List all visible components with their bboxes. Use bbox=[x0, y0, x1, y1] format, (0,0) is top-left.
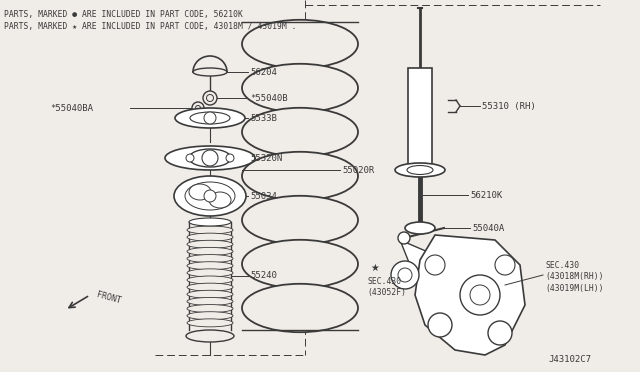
Ellipse shape bbox=[185, 182, 235, 210]
Text: 55240: 55240 bbox=[250, 272, 277, 280]
Ellipse shape bbox=[165, 146, 255, 170]
Ellipse shape bbox=[242, 240, 358, 288]
Circle shape bbox=[226, 154, 234, 162]
Ellipse shape bbox=[186, 330, 234, 342]
Ellipse shape bbox=[189, 218, 231, 226]
Text: PARTS, MARKED ★ ARE INCLUDED IN PART CODE, 43018M / 43019M .: PARTS, MARKED ★ ARE INCLUDED IN PART COD… bbox=[4, 22, 296, 31]
Ellipse shape bbox=[187, 319, 233, 327]
Circle shape bbox=[202, 150, 218, 166]
Ellipse shape bbox=[187, 262, 233, 270]
Ellipse shape bbox=[242, 284, 358, 332]
Circle shape bbox=[204, 112, 216, 124]
Ellipse shape bbox=[189, 149, 231, 167]
Ellipse shape bbox=[187, 276, 233, 284]
Ellipse shape bbox=[187, 312, 233, 320]
Circle shape bbox=[186, 154, 194, 162]
Text: J43102C7: J43102C7 bbox=[548, 356, 591, 365]
Circle shape bbox=[398, 232, 410, 244]
Text: SEC.430: SEC.430 bbox=[545, 260, 579, 269]
Ellipse shape bbox=[242, 64, 358, 112]
Circle shape bbox=[488, 321, 512, 345]
Ellipse shape bbox=[190, 112, 230, 124]
Text: *55040BA: *55040BA bbox=[50, 103, 93, 112]
Text: (43018M(RH)): (43018M(RH)) bbox=[545, 273, 604, 282]
Text: 5533B: 5533B bbox=[250, 113, 277, 122]
Circle shape bbox=[425, 255, 445, 275]
Ellipse shape bbox=[395, 163, 445, 177]
Ellipse shape bbox=[174, 176, 246, 216]
Polygon shape bbox=[415, 235, 525, 355]
Circle shape bbox=[391, 261, 419, 289]
Circle shape bbox=[203, 91, 217, 105]
Ellipse shape bbox=[175, 108, 245, 128]
Text: 55320N: 55320N bbox=[250, 154, 282, 163]
Ellipse shape bbox=[242, 196, 358, 244]
Ellipse shape bbox=[187, 247, 233, 256]
Ellipse shape bbox=[209, 192, 231, 208]
Text: ★: ★ bbox=[371, 263, 380, 273]
Text: 55020R: 55020R bbox=[342, 166, 374, 174]
Text: PARTS, MARKED ● ARE INCLUDED IN PART CODE, 56210K: PARTS, MARKED ● ARE INCLUDED IN PART COD… bbox=[4, 10, 243, 19]
Text: 55040A: 55040A bbox=[472, 224, 504, 232]
Ellipse shape bbox=[187, 240, 233, 248]
Circle shape bbox=[460, 275, 500, 315]
Polygon shape bbox=[400, 240, 435, 290]
Ellipse shape bbox=[187, 233, 233, 241]
Ellipse shape bbox=[187, 283, 233, 291]
Ellipse shape bbox=[193, 68, 227, 76]
Circle shape bbox=[207, 94, 214, 102]
Ellipse shape bbox=[187, 226, 233, 234]
Circle shape bbox=[495, 255, 515, 275]
Text: FRONT: FRONT bbox=[95, 291, 122, 305]
Text: (43052F): (43052F) bbox=[367, 288, 406, 296]
Ellipse shape bbox=[189, 184, 211, 200]
Circle shape bbox=[470, 285, 490, 305]
Text: 56210K: 56210K bbox=[470, 190, 502, 199]
Circle shape bbox=[204, 190, 216, 202]
Text: (43019M(LH)): (43019M(LH)) bbox=[545, 285, 604, 294]
Ellipse shape bbox=[405, 222, 435, 234]
Ellipse shape bbox=[407, 166, 433, 174]
Text: *55040B: *55040B bbox=[250, 93, 287, 103]
Ellipse shape bbox=[242, 20, 358, 68]
Text: 55034: 55034 bbox=[250, 192, 277, 201]
Bar bbox=[408, 68, 432, 170]
Ellipse shape bbox=[187, 290, 233, 298]
Text: SEC.430: SEC.430 bbox=[367, 276, 401, 285]
Ellipse shape bbox=[242, 108, 358, 156]
Ellipse shape bbox=[187, 298, 233, 305]
Circle shape bbox=[192, 102, 204, 114]
Ellipse shape bbox=[242, 152, 358, 200]
Circle shape bbox=[195, 106, 200, 110]
Ellipse shape bbox=[187, 305, 233, 312]
Text: 56204: 56204 bbox=[250, 67, 277, 77]
Circle shape bbox=[398, 268, 412, 282]
Ellipse shape bbox=[187, 254, 233, 263]
Ellipse shape bbox=[187, 269, 233, 277]
Text: 55310 (RH): 55310 (RH) bbox=[482, 102, 536, 110]
Circle shape bbox=[428, 313, 452, 337]
